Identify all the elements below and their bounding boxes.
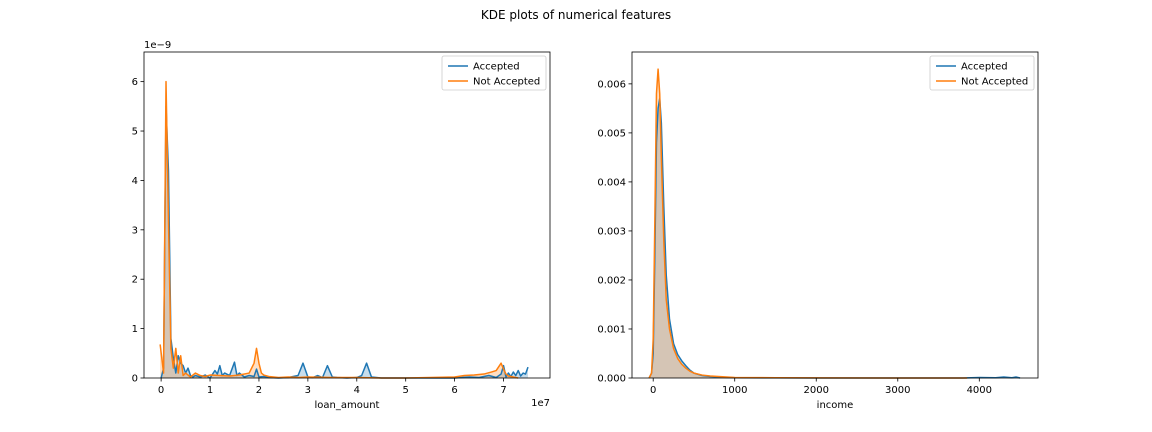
y-tick-label: 3 [132, 225, 138, 236]
y-tick-label: 5 [132, 127, 138, 138]
figure-suptitle: KDE plots of numerical features [481, 8, 671, 22]
legend-label: Accepted [961, 62, 1008, 73]
x-tick-label: 7 [500, 385, 506, 396]
series-fill-accepted [649, 98, 1021, 378]
x-axis-label: loan_amount [315, 400, 380, 411]
legend-label: Not Accepted [473, 77, 540, 88]
axes-frame [631, 51, 1039, 379]
x-tick-label: 4 [354, 385, 360, 396]
y-tick-label: 6 [132, 77, 138, 88]
series-fill-accepted [161, 106, 528, 378]
x-tick-label: 3000 [885, 385, 910, 396]
y-tick-label: 0.002 [597, 275, 626, 286]
x-tick-label: 2 [256, 385, 262, 396]
series-line-accepted [648, 97, 1021, 379]
y-tick-label: 4 [132, 176, 138, 187]
axes-frame [143, 51, 551, 379]
x-tick-label: 4000 [967, 385, 992, 396]
series-line-accepted [160, 105, 529, 379]
legend-label: Not Accepted [961, 77, 1028, 88]
x-tick-label: 0 [158, 385, 164, 396]
y-tick-label: 0.005 [597, 128, 626, 139]
y-tick-label: 0 [132, 374, 138, 385]
x-tick-label: 0 [650, 385, 656, 396]
y-tick-label: 0.006 [597, 79, 626, 90]
income-plot: 0 1000 2000 3000 4000 0.000 0.001 0.002 0.003 0.0… [597, 51, 1039, 411]
y-tick-label: 0.003 [597, 226, 626, 237]
x-tick-label: 6 [451, 385, 457, 396]
y-tick-label: 1 [132, 324, 138, 335]
y-tick-label: 0.001 [597, 324, 626, 335]
y-tick-label: 2 [132, 275, 138, 286]
y-tick-label: 0.000 [597, 374, 626, 385]
series-fill-not-accepted [160, 81, 519, 378]
x-tick-label: 3 [305, 385, 311, 396]
legend: Accepted Not Accepted [441, 55, 547, 91]
loan-amount-plot: 0 1 2 3 4 5 6 7 0 1 2 3 4 5 6 loan_amount 1e7 1e−9 Accepte… [132, 40, 551, 411]
x-tick-label: 2000 [804, 385, 829, 396]
series-line-not-accepted [648, 68, 968, 379]
legend: Accepted Not Accepted [929, 55, 1035, 91]
x-tick-label: 1000 [722, 385, 747, 396]
series-line-not-accepted [159, 80, 519, 379]
y-tick-label: 0.004 [597, 177, 626, 188]
x-offset-text: 1e7 [531, 398, 550, 409]
legend-label: Accepted [473, 62, 520, 73]
series-fill-not-accepted [649, 69, 968, 378]
x-axis-label: income [817, 400, 854, 411]
x-tick-label: 5 [403, 385, 409, 396]
y-offset-text: 1e−9 [144, 40, 171, 51]
x-tick-label: 1 [207, 385, 213, 396]
